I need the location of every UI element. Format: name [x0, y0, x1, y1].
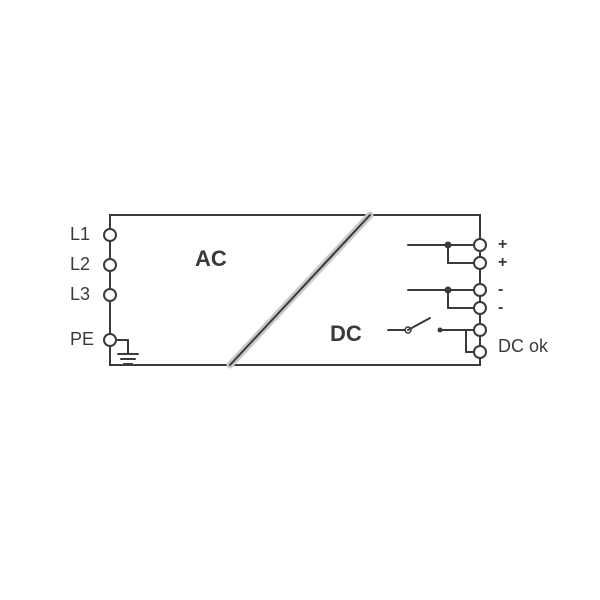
svg-text:-: -: [498, 281, 503, 298]
svg-text:DC ok: DC ok: [498, 336, 549, 356]
svg-text:+: +: [498, 254, 507, 271]
svg-text:L2: L2: [70, 254, 90, 274]
svg-text:-: -: [498, 299, 503, 316]
svg-text:L1: L1: [70, 224, 90, 244]
svg-text:PE: PE: [70, 329, 94, 349]
svg-text:L3: L3: [70, 284, 90, 304]
svg-text:AC: AC: [195, 246, 227, 271]
svg-text:+: +: [498, 236, 507, 253]
svg-text:DC: DC: [330, 321, 362, 346]
